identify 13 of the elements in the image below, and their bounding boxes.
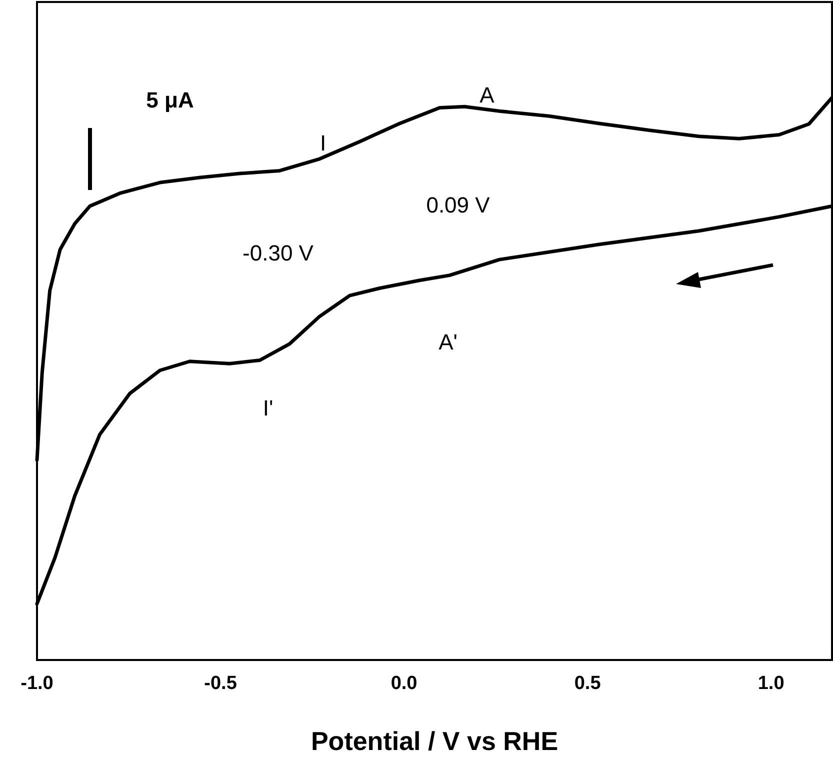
x-tick-label: 0.0: [390, 673, 418, 694]
annotation: 0.09 V: [426, 192, 490, 218]
x-tick-label: -1.0: [20, 673, 54, 694]
x-tick-label: 0.5: [574, 673, 602, 694]
x-tick-label: -0.5: [204, 673, 238, 694]
annotation: 5 μA: [146, 88, 194, 112]
annotation: A': [438, 330, 458, 354]
annotation: I': [262, 396, 274, 420]
annotation: -0.30 V: [242, 240, 314, 266]
x-axis-title: Potential / V vs RHE: [310, 726, 558, 756]
annotation: I: [320, 130, 326, 156]
x-tick-label: 1.0: [758, 673, 784, 694]
annotation: A: [480, 82, 495, 108]
